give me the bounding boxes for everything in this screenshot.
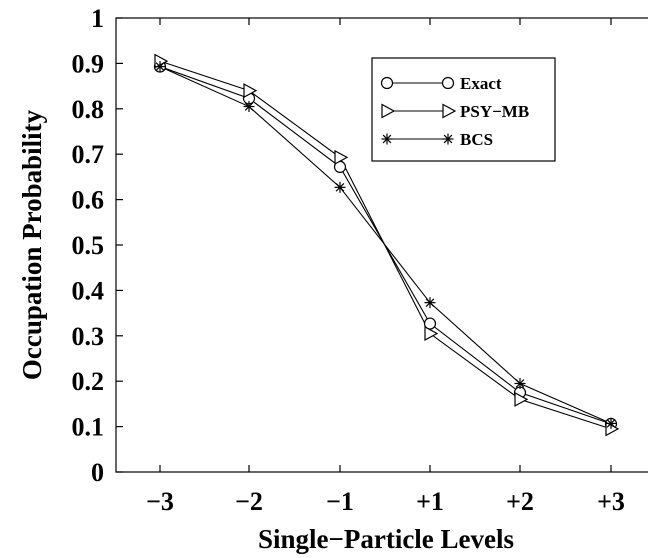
legend-marker	[381, 133, 393, 145]
y-tick-label: 0.2	[72, 367, 105, 396]
y-tick-label: 0.9	[72, 49, 105, 78]
legend-label: BCS	[460, 130, 493, 149]
y-tick-label: 1	[91, 4, 104, 33]
data-point	[514, 377, 526, 389]
axis-ticks: 0 0.1 0.2 0.3 0.4 0.5 0.6 0.7 0.8 0.9 1 −3 −2 −1 +1 +2 +…	[72, 4, 625, 516]
data-point	[424, 326, 439, 342]
legend-marker	[380, 76, 394, 90]
x-tick-label: −3	[146, 487, 174, 516]
y-tick-label: 0.1	[72, 413, 105, 442]
y-tick-label: 0.4	[72, 276, 105, 305]
x-tick-label: +2	[506, 487, 534, 516]
legend: Exact PSY−MB BCS	[371, 57, 556, 162]
data-point	[154, 61, 166, 73]
data-point	[424, 297, 436, 309]
x-tick-label: −2	[235, 487, 263, 516]
data-point	[423, 317, 437, 330]
y-tick-label: 0.7	[72, 140, 105, 169]
y-tick-label: 0.8	[72, 95, 105, 124]
data-point	[334, 181, 346, 193]
y-tick-label: 0.5	[72, 231, 105, 260]
legend-label: Exact	[460, 74, 502, 93]
series-line	[159, 66, 612, 424]
series-group	[153, 53, 620, 437]
x-tick-label: +1	[416, 487, 444, 516]
x-tick-label: +3	[597, 487, 625, 516]
y-tick-label: 0	[91, 458, 104, 487]
legend-marker	[381, 103, 396, 119]
legend-label: PSY−MB	[460, 102, 529, 121]
data-point	[243, 83, 258, 99]
y-tick-label: 0.3	[72, 322, 105, 351]
x-axis-title: Single−Particle Levels	[258, 524, 514, 554]
data-point	[514, 391, 529, 407]
data-point	[334, 149, 349, 165]
y-tick-label: 0.6	[72, 186, 105, 215]
y-axis-title: Occupation Probability	[17, 109, 47, 380]
data-point	[605, 417, 617, 429]
data-point	[243, 101, 255, 113]
x-tick-label: −1	[326, 487, 354, 516]
legend-box	[371, 57, 556, 162]
legend-marker	[442, 103, 457, 119]
legend-marker	[442, 133, 454, 145]
legend-marker	[441, 76, 455, 90]
